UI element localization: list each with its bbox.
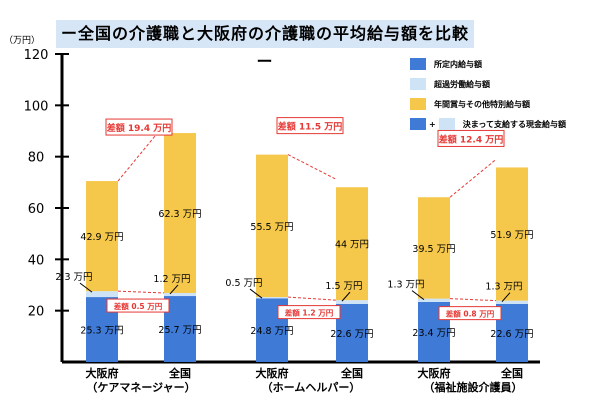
bar-segment [164, 133, 196, 293]
legend-swatch-bonus [410, 98, 426, 110]
legend-plus: + [429, 119, 436, 129]
leader-line [411, 290, 425, 301]
y-axis-unit: （万円） [4, 36, 41, 46]
legend-item: 所定内給与額 [410, 56, 566, 72]
diff-line [117, 290, 165, 294]
diff-line [287, 154, 337, 180]
data-label: 22.6 万円 [490, 329, 533, 340]
diff-label: 差額 12.4 万円 [439, 133, 503, 145]
bar-segment [496, 167, 528, 301]
data-label: 25.3 万円 [80, 326, 123, 337]
bar-segment [164, 292, 196, 297]
diff-box [438, 306, 502, 321]
diff-label: 差額 0.8 万円 [445, 309, 495, 319]
data-label: 62.3 万円 [158, 209, 201, 220]
leader-line [79, 282, 93, 293]
bar-segment [256, 297, 288, 299]
legend-label: 年間賞与その他特別給与額 [434, 99, 530, 109]
x-tick-label: 全国 [500, 366, 523, 380]
data-label: 44 万円 [335, 240, 369, 251]
diff-line [449, 159, 497, 198]
bar-segment [256, 154, 288, 298]
legend-swatch-base [410, 58, 426, 70]
data-label: 1.5 万円 [325, 281, 362, 292]
diff-box [105, 118, 173, 136]
diff-line [449, 298, 497, 302]
y-tick-label: 20 [28, 305, 45, 320]
data-label: 22.6 万円 [330, 329, 373, 340]
diff-box [276, 117, 344, 135]
data-label: 1.3 万円 [387, 280, 424, 291]
diff-label: 差額 11.5 万円 [278, 121, 342, 133]
y-tick-label: 80 [28, 151, 45, 166]
leader-line [249, 288, 263, 299]
data-label: 2.3 万円 [55, 272, 92, 283]
diff-label: 差額 0.5 万円 [113, 301, 163, 311]
legend-label: 超過労働給与額 [434, 79, 490, 89]
bar-segment [86, 181, 118, 292]
y-tick-label: 60 [28, 202, 45, 217]
x-tick-label: 大阪府 [256, 366, 289, 380]
legend-item: 年間賞与その他特別給与額 [410, 96, 566, 112]
data-label: 1.2 万円 [153, 274, 190, 285]
legend-swatch-base [410, 118, 426, 130]
diff-box [437, 129, 505, 147]
chart-title: ー全国の介護職と大阪府の介護職の平均給与額を比較ー [56, 20, 474, 71]
bar-segment [336, 303, 368, 362]
legend-label: 決まって支給する現金給与額 [462, 119, 566, 129]
bar-segment [336, 187, 368, 301]
x-tick-label: 全国 [168, 366, 191, 380]
leader-line [341, 291, 351, 302]
leader-line [169, 284, 179, 295]
data-label: 0.5 万円 [225, 278, 262, 289]
data-label: 39.5 万円 [412, 244, 455, 255]
y-tick-label: 40 [28, 253, 45, 268]
bar-segment [86, 291, 118, 298]
group-label: （ケアマネージャー） [86, 381, 195, 394]
data-label: 1.3 万円 [485, 282, 522, 293]
diff-box [106, 298, 170, 313]
x-tick-label: 大阪府 [86, 366, 119, 380]
diff-line [287, 296, 337, 301]
legend-item: 超過労働給与額 [410, 76, 566, 92]
data-label: 24.8 万円 [250, 326, 293, 337]
diff-label: 差額 19.4 万円 [107, 122, 171, 134]
bar-segment [336, 300, 368, 304]
x-tick-label: 大阪府 [418, 366, 451, 380]
diff-label: 差額 1.2 万円 [284, 308, 334, 318]
group-label: （ホームヘルパー） [262, 381, 361, 394]
data-label: 25.7 万円 [158, 325, 201, 336]
y-tick-label: 120 [24, 48, 49, 63]
legend-item: + 決まって支給する現金給与額 [410, 116, 566, 132]
group-label: （福祉施設介護員） [424, 380, 523, 394]
legend-swatch-overtime [438, 118, 455, 130]
data-label: 51.9 万円 [490, 230, 533, 241]
bar-segment [496, 300, 528, 304]
legend: 所定内給与額 超過労働給与額 年間賞与その他特別給与額 + 決まって支給する現金給… [410, 56, 566, 136]
x-tick-label: 全国 [340, 366, 363, 380]
legend-label: 所定内給与額 [434, 59, 482, 69]
bar-segment [418, 298, 450, 302]
bar-segment [418, 197, 450, 299]
data-label: 55.5 万円 [250, 222, 293, 233]
data-label: 42.9 万円 [80, 232, 123, 243]
leader-line [501, 292, 511, 302]
y-tick-label: 100 [24, 99, 49, 114]
data-label: 23.4 万円 [412, 328, 455, 339]
diff-box [277, 305, 341, 320]
legend-swatch-overtime [410, 78, 426, 90]
